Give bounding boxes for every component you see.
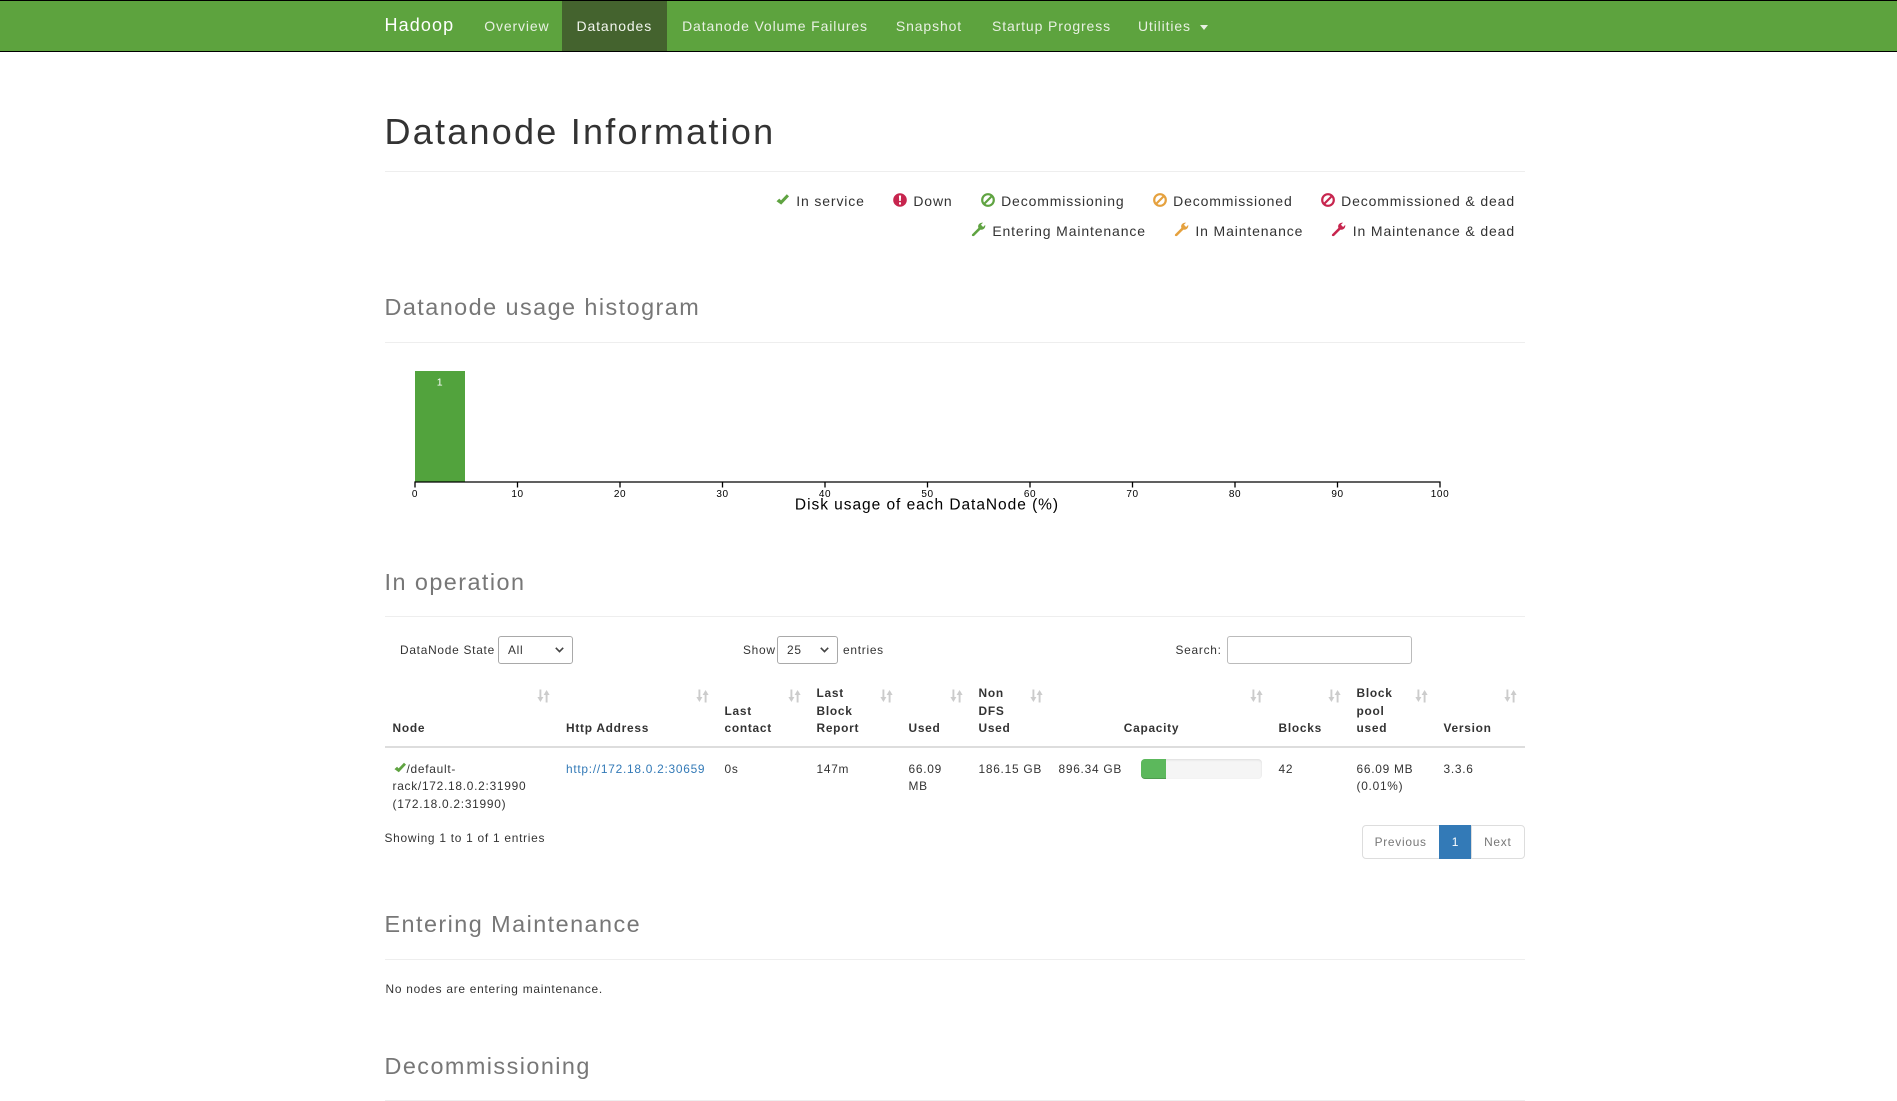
svg-text:0: 0 (411, 489, 417, 500)
svg-text:10: 10 (511, 489, 523, 500)
svg-text:70: 70 (1126, 489, 1138, 500)
svg-text:40: 40 (818, 489, 830, 500)
svg-text:50: 50 (921, 489, 933, 500)
svg-text:90: 90 (1331, 489, 1343, 500)
svg-text:Disk usage of each DataNode (%: Disk usage of each DataNode (%) (794, 496, 1058, 513)
svg-text:1: 1 (436, 376, 443, 388)
svg-text:30: 30 (716, 489, 728, 500)
svg-text:100: 100 (1430, 489, 1449, 500)
svg-text:20: 20 (613, 489, 625, 500)
svg-text:60: 60 (1023, 489, 1035, 500)
svg-text:80: 80 (1228, 489, 1240, 500)
